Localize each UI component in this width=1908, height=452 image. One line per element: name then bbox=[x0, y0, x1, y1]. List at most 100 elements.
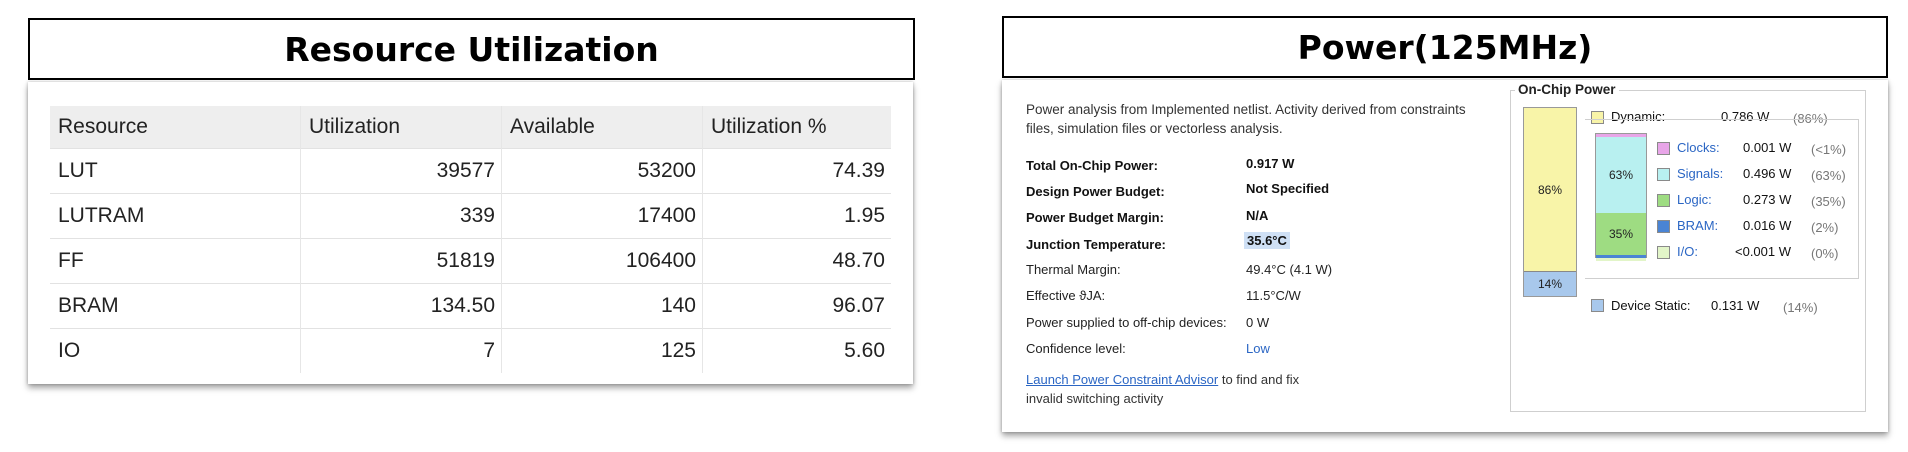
breakdown-bar-segment[interactable]: 63% bbox=[1596, 137, 1646, 213]
breakdown-value: 0.001 W bbox=[1743, 140, 1792, 155]
breakdown-bar-segment[interactable] bbox=[1596, 258, 1646, 261]
breakdown-label-link[interactable]: Signals: bbox=[1677, 166, 1724, 181]
breakdown-value: 0.496 W bbox=[1743, 166, 1792, 181]
dynamic-label: Dynamic: bbox=[1611, 109, 1666, 124]
col-resource[interactable]: Resource bbox=[50, 106, 301, 149]
cell-resource: LUTRAM bbox=[50, 193, 301, 239]
summary-label: Confidence level: bbox=[1026, 341, 1126, 356]
bar-dynamic-segment[interactable]: 86% bbox=[1524, 108, 1576, 271]
bar-static-segment[interactable]: 14% bbox=[1524, 271, 1576, 296]
table-row[interactable]: BRAM 134.50 140 96.07 bbox=[50, 283, 891, 329]
breakdown-bar-segment[interactable] bbox=[1596, 134, 1646, 137]
resource-title-text: Resource Utilization bbox=[284, 29, 659, 69]
cell-utilization-pct: 48.70 bbox=[702, 238, 891, 284]
breakdown-pct: (63%) bbox=[1811, 168, 1846, 183]
summary-value: 49.4°C (4.1 W) bbox=[1246, 262, 1333, 277]
on-chip-power-title: On-Chip Power bbox=[1515, 82, 1619, 97]
resource-panel: Resource Utilization Available Utilizati… bbox=[28, 82, 913, 384]
breakdown-swatch bbox=[1657, 246, 1670, 259]
resource-title: Resource Utilization bbox=[28, 18, 915, 80]
device-static-value: 0.131 W bbox=[1711, 298, 1760, 313]
power-title-text: Power(125MHz) bbox=[1297, 27, 1593, 67]
breakdown-label-link[interactable]: I/O: bbox=[1677, 244, 1698, 259]
breakdown-value: 0.273 W bbox=[1743, 192, 1792, 207]
breakdown-swatch bbox=[1657, 168, 1670, 181]
dynamic-breakdown-bar: 63% 35% bbox=[1595, 133, 1647, 261]
cell-utilization: 134.50 bbox=[300, 283, 502, 329]
cell-utilization: 7 bbox=[300, 328, 502, 373]
cell-resource: IO bbox=[50, 328, 301, 373]
advisor-text: Launch Power Constraint Advisor to find … bbox=[1026, 370, 1426, 408]
power-intro-line1: Power analysis from Implemented netlist.… bbox=[1026, 102, 1466, 117]
summary-value: 0 W bbox=[1246, 315, 1270, 330]
summary-value: 11.5°C/W bbox=[1246, 288, 1301, 303]
cell-available: 106400 bbox=[501, 238, 703, 284]
device-static-label: Device Static: bbox=[1611, 298, 1691, 313]
power-bar: 86% 14% bbox=[1523, 107, 1577, 297]
summary-label: Thermal Margin: bbox=[1026, 262, 1121, 277]
summary-label: Junction Temperature: bbox=[1026, 237, 1166, 252]
breakdown-value: 0.016 W bbox=[1743, 218, 1792, 233]
cell-resource: FF bbox=[50, 238, 301, 284]
power-title: Power(125MHz) bbox=[1002, 16, 1888, 78]
summary-label: Total On-Chip Power: bbox=[1026, 158, 1158, 173]
breakdown-pct: (2%) bbox=[1811, 220, 1839, 235]
logic-bar-label: 35% bbox=[1608, 227, 1634, 241]
breakdown-label-link[interactable]: BRAM: bbox=[1677, 218, 1719, 233]
cell-utilization: 51819 bbox=[300, 238, 502, 284]
summary-label: Power Budget Margin: bbox=[1026, 210, 1164, 225]
table-row[interactable]: IO 7 125 5.60 bbox=[50, 328, 891, 373]
col-utilization[interactable]: Utilization bbox=[300, 106, 502, 149]
summary-value: N/A bbox=[1246, 208, 1269, 223]
device-static-swatch bbox=[1591, 299, 1604, 312]
launch-power-advisor-link[interactable]: Launch Power Constraint Advisor bbox=[1026, 372, 1219, 387]
resource-table: Resource Utilization Available Utilizati… bbox=[50, 106, 891, 373]
col-utilization-pct[interactable]: Utilization % bbox=[702, 106, 891, 149]
signals-bar-label: 63% bbox=[1608, 168, 1634, 182]
breakdown-bar-segment[interactable] bbox=[1596, 255, 1646, 258]
breakdown-pct: (35%) bbox=[1811, 194, 1846, 209]
power-intro-line2: files, simulation files or vectorless an… bbox=[1026, 121, 1283, 136]
breakdown-pct: (<1%) bbox=[1811, 142, 1847, 157]
table-row[interactable]: LUT 39577 53200 74.39 bbox=[50, 148, 891, 194]
table-header-row: Resource Utilization Available Utilizati… bbox=[50, 106, 891, 149]
junction-temp-value[interactable]: 35.6°C bbox=[1244, 232, 1290, 249]
breakdown-label-link[interactable]: Clocks: bbox=[1677, 140, 1720, 155]
dynamic-swatch bbox=[1591, 111, 1604, 124]
summary-label: Design Power Budget: bbox=[1026, 184, 1165, 199]
breakdown-label-link[interactable]: Logic: bbox=[1677, 192, 1712, 207]
cell-utilization-pct: 96.07 bbox=[702, 283, 891, 329]
summary-label: Power supplied to off-chip devices: bbox=[1026, 315, 1227, 330]
cell-resource: BRAM bbox=[50, 283, 301, 329]
summary-label: Effective ϑJA: bbox=[1026, 288, 1106, 303]
cell-resource: LUT bbox=[50, 148, 301, 194]
cell-available: 140 bbox=[501, 283, 703, 329]
cell-available: 17400 bbox=[501, 193, 703, 239]
dynamic-value: 0.786 W bbox=[1721, 109, 1770, 124]
advisor-text-line2: invalid switching activity bbox=[1026, 391, 1164, 406]
power-panel: Power analysis from Implemented netlist.… bbox=[1002, 80, 1888, 432]
on-chip-power-box: On-Chip Power 86% 14% Dynamic: 0.786 W (… bbox=[1510, 82, 1866, 412]
cell-available: 53200 bbox=[501, 148, 703, 194]
cell-utilization-pct: 74.39 bbox=[702, 148, 891, 194]
breakdown-swatch bbox=[1657, 194, 1670, 207]
table-row[interactable]: FF 51819 106400 48.70 bbox=[50, 238, 891, 284]
cell-utilization: 39577 bbox=[300, 148, 502, 194]
bar-static-label: 14% bbox=[1537, 277, 1563, 291]
cell-utilization: 339 bbox=[300, 193, 502, 239]
col-available[interactable]: Available bbox=[501, 106, 703, 149]
confidence-level-link[interactable]: Low bbox=[1246, 341, 1270, 356]
summary-value: 0.917 W bbox=[1246, 156, 1295, 171]
breakdown-pct: (0%) bbox=[1811, 246, 1839, 261]
device-static-pct: (14%) bbox=[1783, 300, 1818, 315]
breakdown-swatch bbox=[1657, 142, 1670, 155]
table-row[interactable]: LUTRAM 339 17400 1.95 bbox=[50, 193, 891, 239]
breakdown-bar-segment[interactable]: 35% bbox=[1596, 213, 1646, 255]
cell-utilization-pct: 5.60 bbox=[702, 328, 891, 373]
bar-dynamic-label: 86% bbox=[1537, 182, 1563, 197]
power-intro: Power analysis from Implemented netlist.… bbox=[1026, 100, 1496, 138]
breakdown-value: <0.001 W bbox=[1735, 244, 1792, 259]
summary-value: Not Specified bbox=[1246, 181, 1330, 196]
breakdown-swatch bbox=[1657, 220, 1670, 233]
cell-available: 125 bbox=[501, 328, 703, 373]
